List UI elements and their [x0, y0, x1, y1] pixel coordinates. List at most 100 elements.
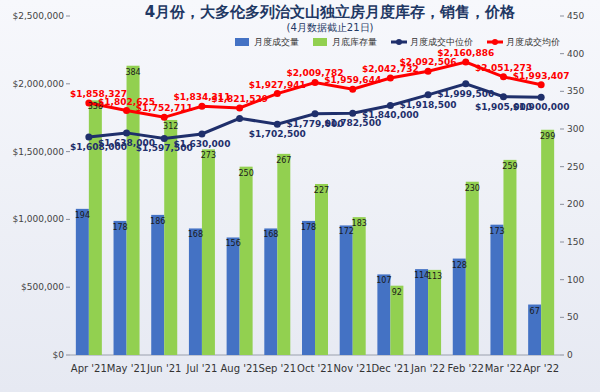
legend-marker [492, 39, 498, 45]
bar [503, 160, 516, 355]
y-tick-label: $1,500,000 [12, 147, 64, 157]
bar [189, 228, 202, 355]
bar [390, 286, 403, 355]
line-label: $1,840,000 [362, 110, 419, 120]
subtitle: (4月数据截止21日) [287, 22, 374, 33]
y-tick-label: $2,000,000 [12, 79, 64, 89]
bar-label: 183 [352, 219, 367, 228]
line-marker [387, 102, 394, 109]
line-label: $1,959,644 [324, 75, 381, 85]
bar-label: 107 [376, 276, 391, 285]
x-tick-label: Aug '21 [221, 363, 259, 374]
legend: 月度成交量 月底库存量 月度成交中位价 月度成交均价 [235, 37, 560, 47]
bar-label: 194 [75, 211, 90, 220]
bar-label: 178 [112, 223, 127, 232]
bar-label: 312 [163, 122, 178, 131]
bar-label: 156 [225, 239, 240, 248]
bar [528, 305, 541, 355]
y-tick-label: $0 [53, 350, 65, 360]
y2-tick [560, 279, 564, 280]
line-marker [538, 81, 545, 88]
y2-tick [560, 53, 564, 54]
bar [114, 221, 127, 355]
bar [202, 149, 215, 355]
x-tick-label: Sep '21 [259, 363, 297, 374]
bar [277, 154, 290, 355]
x-tick-label: May '21 [107, 363, 146, 374]
line-label: $1,702,500 [249, 129, 306, 139]
chart: $0$500,000$1,000,000$1,500,000$2,000,000… [0, 0, 600, 392]
legend-label: 月底库存量 [332, 37, 377, 47]
bar-label: 168 [263, 230, 278, 239]
background [0, 0, 600, 392]
bar-label: 128 [452, 261, 467, 270]
line-marker [312, 79, 319, 86]
line-marker [349, 110, 356, 117]
line-marker [85, 133, 92, 140]
line-marker [425, 68, 432, 75]
y2-tick [560, 355, 564, 356]
line-marker [236, 115, 243, 122]
y-tick [66, 83, 70, 84]
legend-swatch [235, 38, 249, 46]
line-marker [425, 91, 432, 98]
legend-label: 月度成交均价 [506, 37, 560, 47]
line-label: $1,630,000 [173, 139, 230, 149]
bar-label: 113 [427, 272, 442, 281]
line-label: $1,993,407 [513, 71, 570, 81]
line-label: $1,752,711 [136, 103, 193, 113]
line-marker [274, 121, 281, 128]
line-marker [387, 75, 394, 82]
x-tick-label: Mar '22 [485, 363, 523, 374]
y-tick-label: $2,500,000 [12, 11, 64, 21]
y2-tick-label: 250 [567, 162, 584, 172]
bar-label: 173 [489, 227, 504, 236]
bar-label: 186 [150, 217, 165, 226]
x-tick-label: Apr '21 [71, 363, 107, 374]
bar-label: 250 [238, 169, 253, 178]
legend-swatch [313, 38, 327, 46]
bar-label: 230 [465, 184, 480, 193]
plot-marks [76, 58, 554, 355]
line-marker [161, 135, 168, 142]
line-marker [236, 105, 243, 112]
bar [164, 120, 177, 355]
bar [377, 274, 390, 355]
y2-tick-label: 50 [567, 312, 579, 322]
bar-label: 92 [392, 288, 402, 297]
line [89, 62, 541, 117]
bar [353, 217, 366, 355]
y2-tick-label: 150 [567, 237, 584, 247]
bar [466, 182, 479, 355]
legend-label: 月度成交中位价 [410, 37, 473, 47]
line-marker [500, 93, 507, 100]
x-tick-label: Jul '21 [186, 363, 218, 374]
legend-item: 月度成交均价 [487, 37, 560, 47]
y2-tick [560, 317, 564, 318]
y-tick [66, 287, 70, 288]
y2-tick [560, 242, 564, 243]
line-marker [274, 90, 281, 97]
line-marker [462, 58, 469, 65]
bar-label: 299 [540, 132, 555, 141]
bar [227, 237, 240, 355]
line-marker [312, 110, 319, 117]
bar [151, 215, 164, 355]
y-tick [66, 355, 70, 356]
y2-tick-label: 350 [567, 86, 584, 96]
data-labels: 1941781861681561681781721071141281736733… [70, 48, 570, 316]
legend-label: 月度成交量 [254, 37, 299, 47]
y2-tick [560, 204, 564, 205]
bar [340, 225, 353, 355]
bar-label: 67 [530, 307, 540, 316]
bar [541, 130, 554, 355]
line-label: $1,918,500 [400, 100, 457, 110]
line-marker [161, 114, 168, 121]
bar [315, 184, 328, 355]
y2-tick [560, 166, 564, 167]
line-marker [123, 129, 130, 136]
bar-label: 168 [188, 230, 203, 239]
y2-tick-label: 100 [567, 275, 584, 285]
line-label: $2,092,506 [400, 57, 457, 67]
line-label: $1,821,529 [211, 94, 268, 104]
